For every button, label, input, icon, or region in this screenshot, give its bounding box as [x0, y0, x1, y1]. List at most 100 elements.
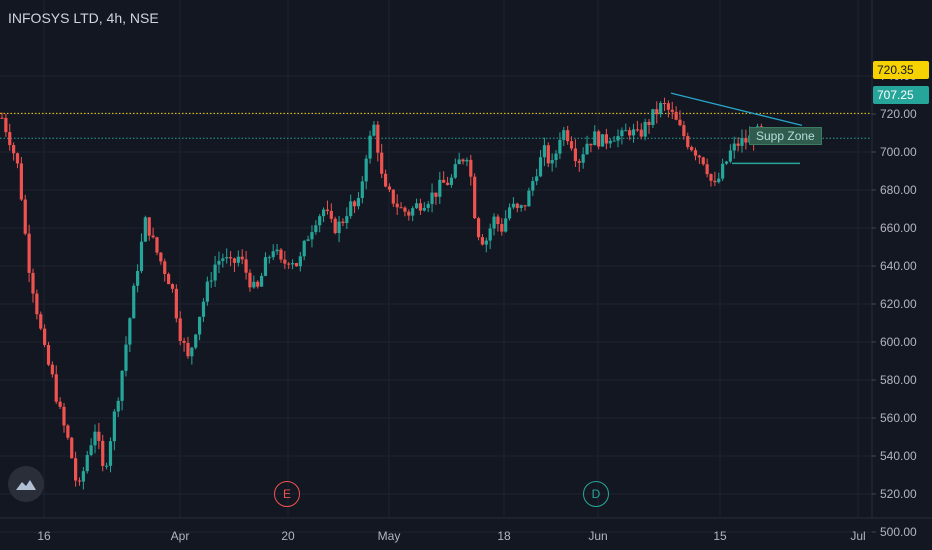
candle-body: [554, 153, 558, 161]
candle-body: [147, 217, 151, 236]
candle-body: [287, 263, 291, 265]
candle-body: [639, 129, 643, 137]
candle-body: [659, 103, 663, 115]
candle-body: [453, 164, 457, 178]
y-tick-label: 600.00: [880, 335, 917, 349]
candle-body: [678, 119, 682, 126]
dividend-marker[interactable]: D: [583, 481, 609, 507]
candle-body: [500, 224, 504, 232]
candle-body: [325, 209, 330, 211]
candle-body: [43, 328, 47, 345]
candle-body: [166, 274, 171, 285]
candle-body: [612, 140, 616, 142]
candle-body: [294, 263, 299, 267]
candle-body: [604, 134, 609, 144]
candle-body: [569, 141, 574, 149]
candle-body: [724, 161, 729, 164]
candle-body: [267, 257, 271, 259]
candle-body: [542, 145, 547, 158]
earnings-marker[interactable]: E: [274, 481, 300, 507]
candle-body: [163, 261, 167, 275]
candle-body: [182, 340, 186, 343]
candle-body: [531, 181, 535, 191]
candle-body: [465, 159, 469, 162]
candle-body: [399, 207, 403, 209]
x-tick-label: May: [378, 529, 401, 543]
candle-body: [372, 124, 376, 136]
candle-body: [8, 132, 12, 146]
candle-body: [271, 251, 275, 258]
candle-body: [376, 124, 380, 153]
candle-body: [430, 192, 434, 205]
candle-body: [368, 135, 372, 159]
support-zone-label[interactable]: Supp Zone: [749, 127, 822, 145]
candle-body: [577, 161, 581, 163]
candle-body: [744, 138, 748, 143]
candle-body: [232, 258, 237, 263]
candle-body: [693, 150, 698, 156]
candle-body: [573, 148, 578, 162]
y-tick-label: 680.00: [880, 183, 917, 197]
candle-body: [717, 178, 721, 183]
candle-body: [705, 164, 709, 175]
candle-body: [197, 316, 202, 335]
candle-body: [527, 190, 531, 207]
candle-body: [356, 197, 361, 207]
candle-body: [318, 216, 322, 226]
tradingview-logo-icon[interactable]: [8, 466, 44, 502]
candle-body: [275, 249, 279, 252]
candle-body: [647, 121, 651, 126]
candle-body: [39, 314, 43, 329]
candle-body: [651, 109, 655, 126]
trend-line[interactable]: [670, 92, 803, 127]
candle-body: [662, 103, 667, 105]
candle-body: [728, 150, 732, 162]
candle-body: [170, 284, 175, 289]
candle-body: [449, 177, 454, 185]
candle-body: [445, 182, 450, 185]
candle-body: [15, 153, 20, 164]
y-tick-label: 500.00: [880, 525, 917, 539]
candle-body: [190, 347, 194, 357]
candle-body: [279, 249, 283, 260]
candle-body: [0, 117, 4, 119]
candle-body: [507, 207, 512, 219]
candle-body: [740, 138, 744, 146]
candle-body: [538, 157, 543, 177]
candle-body: [504, 218, 508, 232]
last-price-tag: 707.25: [873, 86, 929, 104]
candle-body: [713, 180, 717, 183]
candle-body: [31, 272, 35, 294]
candle-body: [589, 143, 593, 146]
candle-body: [655, 109, 659, 115]
candle-body: [457, 159, 461, 165]
candle-body: [333, 218, 337, 234]
candle-body: [697, 155, 701, 158]
candle-body: [252, 281, 256, 288]
candle-body: [546, 145, 550, 164]
candle-body: [597, 131, 601, 147]
candles: [0, 97, 775, 490]
candle-body: [476, 218, 481, 238]
candle-body: [263, 257, 268, 276]
candle-body: [74, 458, 78, 481]
time-axis[interactable]: 16 Apr 20 May 18 Jun 15 Jul: [37, 529, 865, 543]
x-tick-label: 16: [37, 529, 51, 543]
candle-body: [27, 233, 31, 273]
price-axis[interactable]: 740.00720.00700.00680.00660.00640.00620.…: [872, 69, 917, 539]
candle-body: [54, 374, 58, 402]
candle-body: [217, 260, 221, 265]
candle-body: [515, 203, 519, 208]
candle-body: [631, 129, 636, 136]
candle-body: [480, 237, 485, 245]
candle-body: [302, 240, 306, 257]
x-tick-label: Jun: [588, 529, 607, 543]
candle-body: [352, 201, 357, 207]
candle-body: [143, 217, 147, 242]
candle-body: [209, 280, 213, 282]
candle-body: [298, 256, 302, 267]
grid: [0, 0, 872, 533]
candle-body: [349, 201, 353, 217]
candle-body: [116, 400, 120, 412]
